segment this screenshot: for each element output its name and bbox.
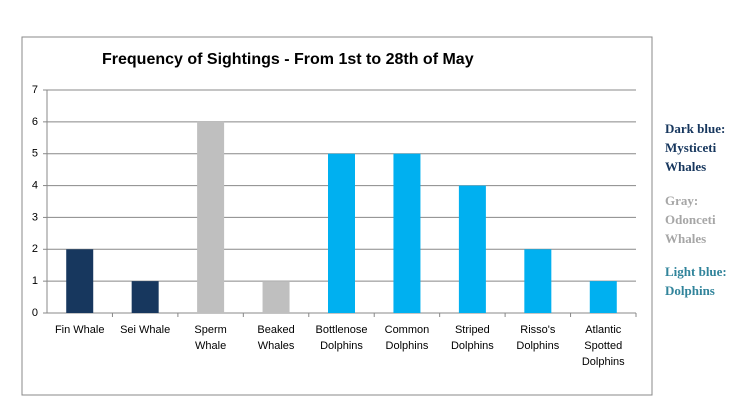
x-tick-label: Fin Whale <box>54 324 105 336</box>
side-note: Light blue: Dolphins <box>665 264 727 298</box>
y-tick-label: 7 <box>32 84 38 96</box>
y-tick-label: 6 <box>32 116 38 128</box>
bar <box>589 281 617 313</box>
y-tick-label: 3 <box>32 211 38 223</box>
x-tick-label: Sperm Whale <box>194 324 227 352</box>
x-tick-label: Beaked Whales <box>257 324 295 352</box>
y-tick-label: 2 <box>32 243 38 255</box>
y-tick-label: 5 <box>32 148 38 160</box>
x-tick-label: Atlantic Spotted Dolphins <box>581 324 625 368</box>
x-tick-label: Sei Whale <box>120 324 171 336</box>
bar <box>66 249 94 313</box>
y-tick-label: 1 <box>32 275 38 287</box>
bar <box>262 281 290 313</box>
x-tick-label: Common Dolphins <box>384 324 430 352</box>
bar <box>393 153 421 313</box>
y-tick-label: 4 <box>32 179 38 191</box>
bar <box>458 185 486 313</box>
bar <box>197 121 225 313</box>
bar <box>328 153 355 313</box>
x-tick-label: Bottlenose Dolphins <box>315 324 368 352</box>
side-note: Gray: Odonceti Whales <box>665 193 716 246</box>
x-tick-label: Risso's Dolphins <box>516 324 560 352</box>
x-tick-label: Striped Dolphins <box>450 324 494 352</box>
bar <box>131 281 159 313</box>
side-note: Dark blue: Mysticeti Whales <box>665 121 726 174</box>
y-tick-label: 0 <box>32 307 38 319</box>
bar <box>524 249 552 313</box>
chart-title: Frequency of Sightings - From 1st to 28t… <box>102 51 474 68</box>
